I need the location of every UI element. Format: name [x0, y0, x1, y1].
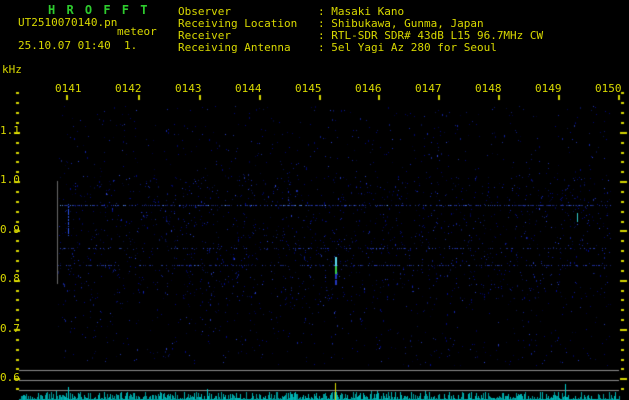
time-tick-label: 0148 — [475, 82, 502, 95]
metadata-separator: : — [318, 41, 332, 54]
metadata-value: RTL-SDR SDR# 43dB L15 96.7MHz CW — [331, 29, 544, 42]
metadata-row: Receiving Antenna: 5el Yagi Az 280 for S… — [178, 42, 543, 54]
metadata-value: 5el Yagi Az 280 for Seoul — [331, 41, 497, 54]
metadata-label: Observer — [178, 5, 231, 18]
filename-text: UT2510070140.pn — [18, 16, 118, 29]
metadata-row: Receiving Location: Shibukawa, Gunma, Ja… — [178, 18, 543, 30]
metadata-value: Masaki Kano — [331, 5, 405, 18]
freq-tick-label: 0.8 — [0, 272, 20, 285]
metadata-value: Shibukawa, Gunma, Japan — [331, 17, 484, 30]
metadata-separator: : — [318, 29, 332, 42]
time-tick-label: 0143 — [175, 82, 202, 95]
metadata-block: Observer: Masaki Kano Receiving Location:… — [178, 6, 543, 54]
time-tick-label: 0149 — [535, 82, 562, 95]
time-tick-label: 0142 — [115, 82, 142, 95]
metadata-row: Receiver: RTL-SDR SDR# 43dB L15 96.7MHz … — [178, 30, 543, 42]
freq-tick-label: 1.0 — [0, 173, 20, 186]
metadata-label: Receiver — [178, 29, 231, 42]
metadata-separator: : — [318, 17, 332, 30]
freq-tick-label: 0.7 — [0, 322, 20, 335]
metadata-label: Receiving Antenna — [178, 41, 291, 54]
datetime-text: 25.10.07 01:40 1. — [18, 39, 138, 52]
app-title: H R O F F T — [48, 3, 150, 17]
freq-tick-label: 0.9 — [0, 223, 20, 236]
time-tick-label: 0141 — [55, 82, 82, 95]
time-tick-label: 0150 — [595, 82, 622, 95]
freq-tick-label: 0.6 — [0, 371, 20, 384]
time-tick-label: 0145 — [295, 82, 322, 95]
metadata-row: Observer: Masaki Kano — [178, 6, 543, 18]
metadata-separator: : — [318, 5, 332, 18]
metadata-label: Receiving Location — [178, 17, 298, 30]
freq-tick-label: 1.1 — [0, 124, 20, 137]
freq-axis-unit: kHz — [2, 63, 22, 76]
mode-label: meteor — [117, 25, 157, 38]
time-tick-label: 0144 — [235, 82, 262, 95]
time-tick-label: 0146 — [355, 82, 382, 95]
time-tick-label: 0147 — [415, 82, 442, 95]
